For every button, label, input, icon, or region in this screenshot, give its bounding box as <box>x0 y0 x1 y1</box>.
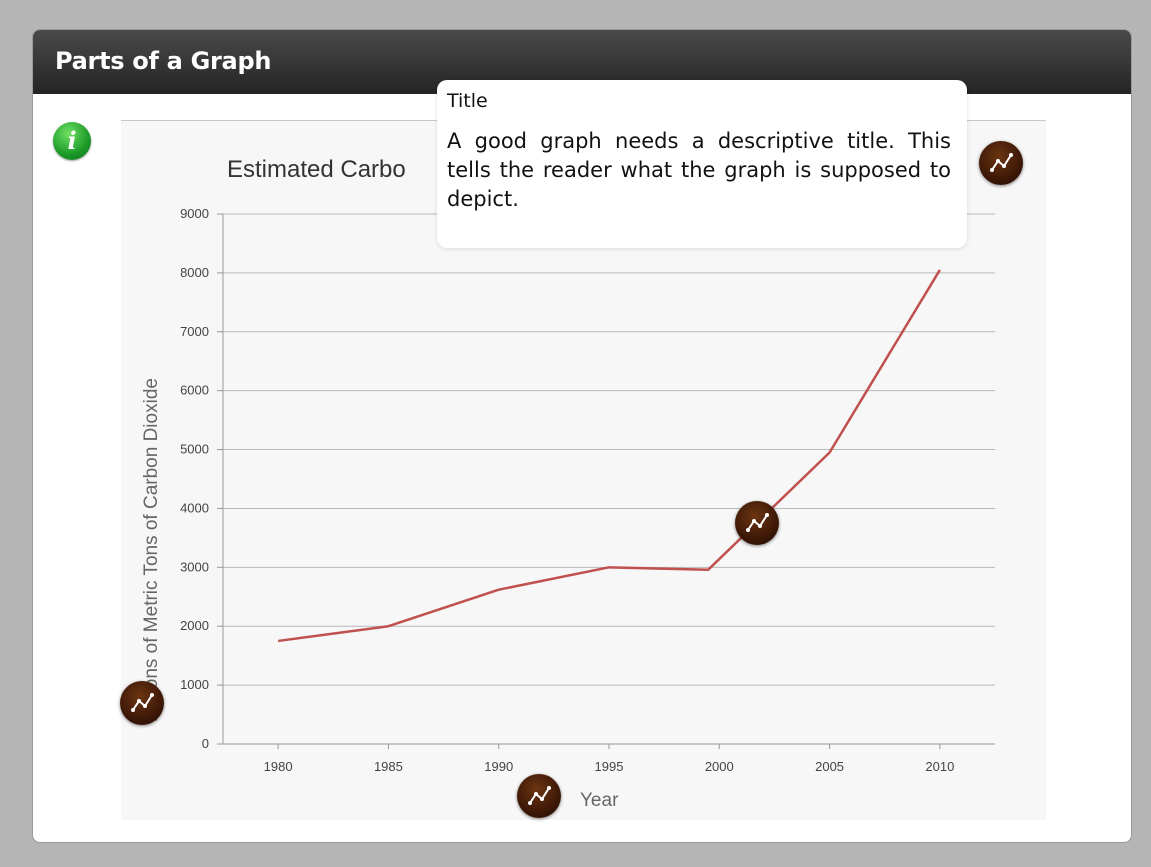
lesson-card: Parts of a Graph i 0 1000 2000 3000 4000 5000… <box>32 29 1132 843</box>
tooltip-popup: Title A good graph needs a descriptive t… <box>437 80 967 248</box>
y-tick-label: 5000 <box>180 442 209 457</box>
line-chart: 0 1000 2000 3000 4000 5000 6000 7000 8000 9000 198… <box>141 156 995 811</box>
line-graph-icon <box>528 786 551 805</box>
line-graph-icon <box>990 153 1013 172</box>
y-tick-label: 1000 <box>180 677 209 692</box>
line-graph-icon <box>131 693 154 712</box>
y-tick-label: 7000 <box>180 324 209 339</box>
y-tick-label: 0 <box>202 736 209 751</box>
line-graph-icon <box>746 513 769 532</box>
chart-title: Estimated Carbo <box>227 156 406 183</box>
y-tick-label: 6000 <box>180 383 209 398</box>
x-tick-label: 2010 <box>925 759 954 774</box>
hotspot-y-axis[interactable] <box>120 681 164 725</box>
y-tick-label: 4000 <box>180 500 209 515</box>
tooltip-body: A good graph needs a descriptive title. … <box>447 129 951 211</box>
x-tick-label: 1995 <box>595 759 624 774</box>
y-tick-label: 2000 <box>180 618 209 633</box>
hotspot-x-axis[interactable] <box>517 774 561 818</box>
y-tick-label: 3000 <box>180 559 209 574</box>
page-title: Parts of a Graph <box>55 47 272 75</box>
tooltip-title: Title <box>447 90 488 112</box>
info-icon: i <box>67 126 77 155</box>
y-axis-label: Millions of Metric Tons of Carbon Dioxid… <box>141 378 162 722</box>
y-tick-label: 8000 <box>180 265 209 280</box>
x-tick-label: 2005 <box>815 759 844 774</box>
data-series-line <box>277 269 941 643</box>
y-tick-label: 9000 <box>180 206 209 221</box>
hotspot-data-line[interactable] <box>735 501 779 545</box>
x-tick-label: 1990 <box>484 759 513 774</box>
x-tick-label: 1980 <box>264 759 293 774</box>
x-tick-label: 1985 <box>374 759 403 774</box>
hotspot-title[interactable] <box>979 141 1023 185</box>
x-tick-label: 2000 <box>705 759 734 774</box>
x-axis-label: Year <box>580 790 619 811</box>
info-button[interactable]: i <box>53 122 91 160</box>
